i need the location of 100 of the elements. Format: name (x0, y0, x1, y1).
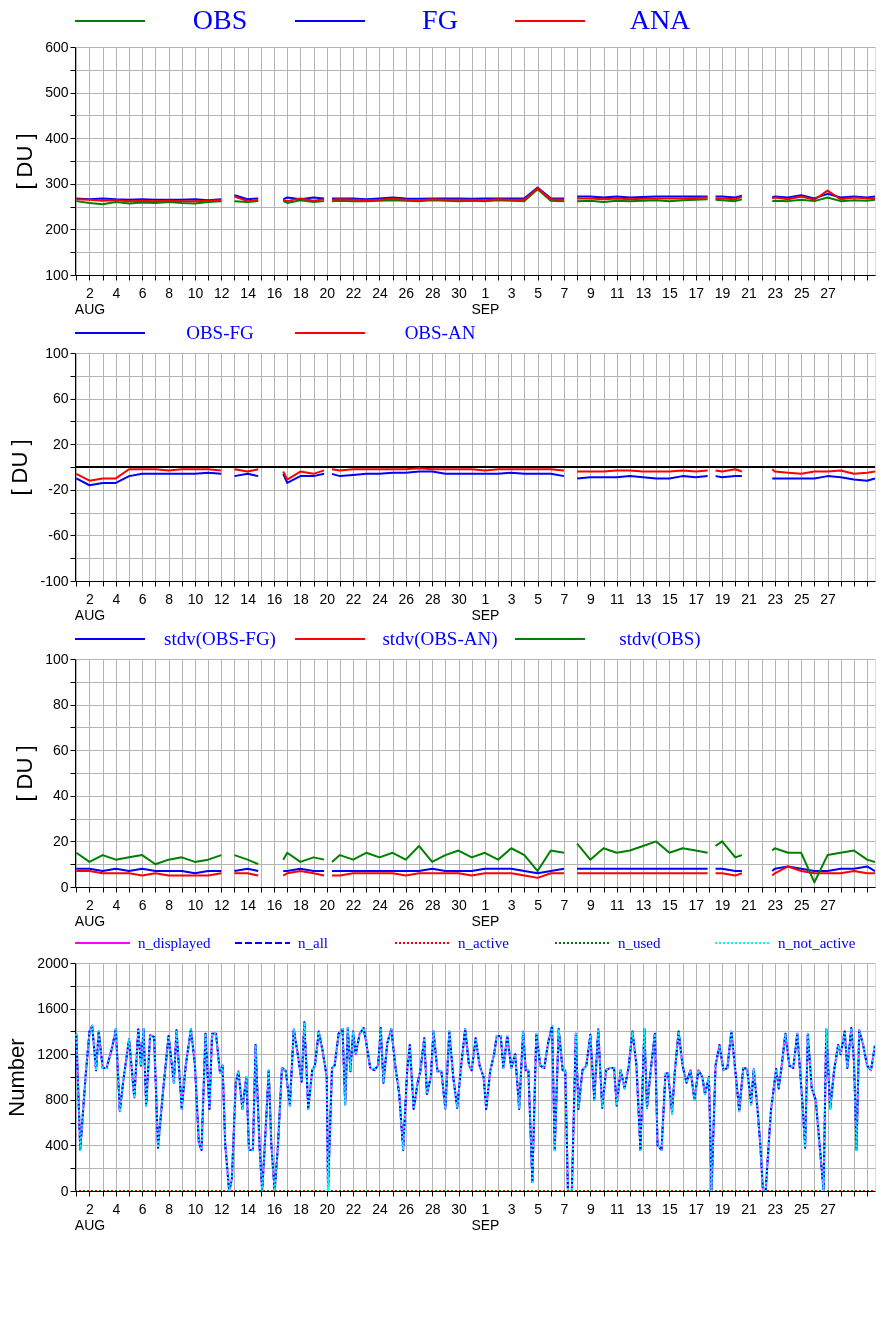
x-tick-label: 22 (345, 896, 362, 913)
x-tick-label: 9 (586, 284, 595, 301)
x-tick-label: 11 (609, 284, 625, 301)
y-tick-label: 60 (52, 390, 69, 407)
x-tick-label: 18 (293, 1200, 309, 1217)
x-tick-label: 2 AUG (74, 1200, 106, 1233)
x-tick-label: 24 (372, 590, 388, 607)
x-tick-label: 8 (165, 284, 174, 301)
x-tick-label: 19 (714, 1200, 731, 1217)
x-tick-label: 11 (609, 1200, 625, 1217)
x-tick-label: 7 (560, 284, 569, 301)
x-tick-label: 4 (112, 284, 121, 301)
y-tick-label: 300 (45, 175, 69, 192)
x-tick-label: 2 AUG (74, 896, 106, 929)
y-tick-label: -20 (48, 481, 69, 498)
x-tick-label: 18 (293, 896, 309, 913)
x-tick-label: 27 (820, 284, 837, 301)
y-tick-label: 0 (60, 878, 69, 895)
x-tick-label: 16 (266, 590, 283, 607)
x-tick-label: 18 (293, 590, 309, 607)
x-tick-label: 22 (345, 1200, 362, 1217)
x-tick-label: 30 (451, 896, 468, 913)
x-tick-label: 23 (767, 896, 784, 913)
x-tick-label: 14 (240, 284, 257, 301)
x-tick-label: 28 (424, 590, 441, 607)
legend-label: OBS (192, 4, 248, 35)
x-tick-label: 15 (662, 896, 678, 913)
x-tick-label: 30 (451, 590, 468, 607)
x-tick-label: 12 (214, 590, 230, 607)
x-tick-label: 7 (560, 590, 569, 607)
y-axis-title: [ DU ] (7, 439, 33, 496)
x-tick-label: 28 (424, 284, 441, 301)
y-tick-label: 100 (45, 650, 69, 667)
x-tick-label: 24 (372, 896, 388, 913)
legend-label: stdv(OBS-FG) (164, 628, 276, 650)
x-tick-label: 5 (534, 1200, 543, 1217)
x-tick-label: 2 AUG (74, 284, 106, 317)
x-tick-label: 12 (214, 1200, 230, 1217)
y-axis-title: Number (4, 1038, 30, 1117)
x-tick-label: 9 (586, 590, 595, 607)
y-tick-label: 1200 (37, 1045, 69, 1062)
y-tick-label: 100 (45, 266, 69, 283)
y-tick-label: 500 (45, 84, 69, 101)
x-tick-label: 6 (138, 590, 147, 607)
x-tick-label: 20 (319, 284, 336, 301)
x-tick-label: 17 (688, 590, 705, 607)
x-tick-label: 1 SEP (471, 1200, 500, 1233)
x-tick-label: 6 (138, 896, 147, 913)
x-tick-label: 26 (398, 1200, 415, 1217)
x-tick-label: 27 (820, 590, 837, 607)
y-tick-label: -100 (40, 572, 69, 589)
legend-label: OBS-FG (186, 322, 255, 343)
y-tick-label: 100 (45, 344, 69, 361)
x-tick-label: 7 (560, 896, 569, 913)
y-tick-label: 400 (45, 1136, 69, 1153)
x-tick-label: 5 (534, 590, 543, 607)
x-tick-label: 12 (214, 896, 230, 913)
x-tick-label: 6 (138, 284, 147, 301)
y-tick-label: 600 (45, 38, 69, 55)
y-tick-label: 60 (52, 741, 69, 758)
y-axis-title: [ DU ] (12, 133, 38, 190)
x-tick-label: 21 (741, 284, 757, 301)
x-tick-label: 17 (688, 1200, 705, 1217)
x-tick-label: 20 (319, 896, 336, 913)
y-tick-label: 20 (52, 435, 69, 452)
x-tick-label: 20 (319, 590, 336, 607)
x-tick-label: 21 (741, 896, 757, 913)
x-tick-label: 27 (820, 1200, 837, 1217)
legend-label: n_displayed (138, 935, 211, 951)
x-tick-label: 21 (741, 590, 757, 607)
x-tick-label: 19 (714, 896, 731, 913)
x-tick-label: 11 (609, 896, 625, 913)
x-tick-label: 18 (293, 284, 309, 301)
y-tick-label: 0 (60, 1182, 69, 1199)
y-tick-label: 2000 (37, 954, 69, 971)
x-tick-label: 15 (662, 284, 678, 301)
x-tick-label: 25 (793, 896, 810, 913)
y-tick-label: 1600 (37, 1000, 69, 1017)
y-tick-label: 800 (45, 1091, 69, 1108)
y-tick-label: -60 (48, 526, 69, 543)
x-tick-label: 28 (424, 896, 441, 913)
x-tick-label: 10 (187, 1200, 204, 1217)
x-tick-label: 14 (240, 590, 257, 607)
x-tick-label: 1 SEP (471, 896, 500, 929)
x-tick-label: 19 (714, 284, 731, 301)
x-tick-label: 26 (398, 590, 415, 607)
x-tick-label: 16 (266, 1200, 283, 1217)
x-tick-label: 24 (372, 284, 388, 301)
x-tick-label: 15 (662, 590, 678, 607)
x-tick-label: 12 (214, 284, 230, 301)
x-tick-label: 27 (820, 896, 837, 913)
x-tick-label: 16 (266, 284, 283, 301)
x-tick-label: 17 (688, 284, 705, 301)
y-tick-label: 40 (52, 787, 69, 804)
x-tick-label: 22 (345, 284, 362, 301)
x-tick-label: 10 (187, 590, 204, 607)
x-tick-label: 13 (635, 284, 652, 301)
x-tick-label: 23 (767, 284, 784, 301)
x-tick-label: 7 (560, 1200, 569, 1217)
x-tick-label: 4 (112, 1200, 121, 1217)
